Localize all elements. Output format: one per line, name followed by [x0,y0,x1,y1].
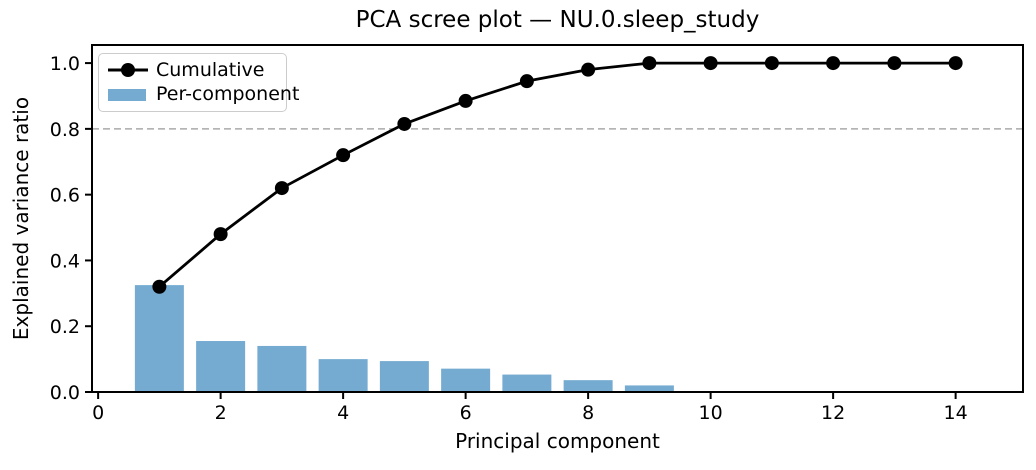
x-tick-label: 10 [699,402,723,424]
legend: Cumulative Per-component [98,53,299,112]
marker [458,93,473,108]
legend-item-cumulative: Cumulative [107,58,278,82]
marker [764,56,779,71]
marker [274,181,289,196]
bar [563,380,613,392]
bar [196,341,246,392]
y-tick-label: 0.6 [50,185,80,207]
marker [336,148,351,163]
bar [379,361,429,392]
chart-title: PCA scree plot — NU.0.sleep_study [355,7,760,33]
x-tick-label: 14 [944,402,968,424]
marker [152,279,167,294]
bar [318,359,368,392]
marker [213,227,228,242]
marker [581,62,596,77]
per-component-bars [134,285,674,392]
x-tick-label: 2 [215,402,227,424]
x-tick-label: 8 [582,402,594,424]
y-axis-ticks: 0.0 0.2 0.4 0.6 0.8 1.0 [50,53,92,404]
marker [948,56,963,71]
marker [703,56,718,71]
x-tick-label: 0 [92,402,104,424]
legend-label-per-component: Per-component [156,83,300,106]
x-axis-label: Principal component [455,429,660,453]
legend-label-cumulative: Cumulative [156,58,265,81]
cumulative-swatch-dot [121,63,135,78]
y-axis-label: Explained variance ratio [9,96,33,341]
per-component-swatch-rect [108,88,146,101]
marker [826,56,841,71]
bar [624,385,674,392]
cumulative-line [158,61,956,288]
marker [887,56,902,71]
y-tick-label: 0.0 [50,382,80,404]
y-tick-label: 1.0 [50,53,80,75]
cumulative-line-marker-icon [107,62,149,78]
marker [397,116,412,131]
y-tick-label: 0.2 [50,316,80,338]
bar [134,285,184,392]
cumulative-markers [152,56,963,294]
marker [519,74,534,89]
bar [257,345,307,392]
marker [642,56,657,71]
bar [502,374,552,392]
plot-border [91,44,1024,393]
legend-item-per-component: Per-component [107,83,299,107]
y-tick-label: 0.4 [50,250,80,272]
y-tick-label: 0.8 [50,119,80,141]
x-tick-label: 4 [337,402,349,424]
per-component-bar-swatch-icon [107,87,149,103]
bar [441,368,491,392]
x-tick-label: 12 [821,402,845,424]
x-axis-ticks: 0 2 4 6 8 10 12 14 [92,392,968,424]
x-tick-label: 6 [460,402,472,424]
